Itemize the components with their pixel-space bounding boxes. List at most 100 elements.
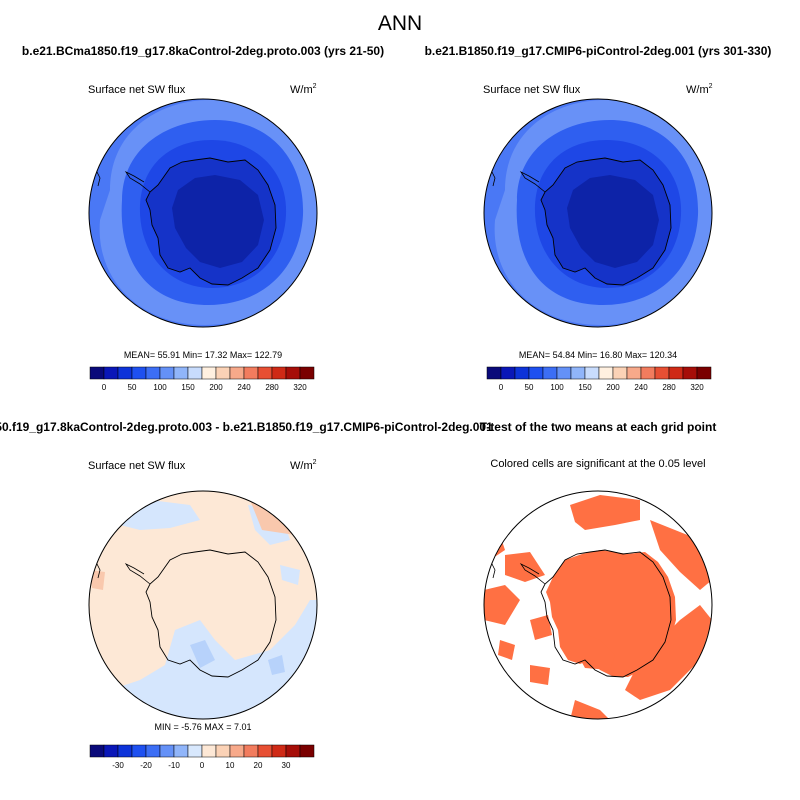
antarctica-coastline	[145, 549, 277, 678]
colorbar-tick-label: 50	[525, 383, 534, 392]
peninsula-outline	[519, 170, 546, 193]
colorbar-swatch	[542, 366, 558, 380]
colorbar-swatch	[299, 366, 315, 380]
colorbar-swatch	[654, 366, 670, 380]
colorbar-swatch	[257, 744, 273, 758]
colorbar-tick-label: 0	[200, 761, 205, 770]
colorbar-swatch	[187, 366, 203, 380]
colorbar-tick-label: 0	[499, 383, 504, 392]
significant-region	[530, 665, 550, 685]
colorbar-swatch	[103, 366, 119, 380]
antarctica-interior	[172, 175, 264, 268]
colorbar-swatch	[257, 366, 273, 380]
panel-subtitle: Surface net SW flux	[88, 84, 186, 96]
colorbar-tick-label: 100	[153, 383, 167, 392]
colorbar-tick-label: -10	[168, 761, 180, 770]
significant-cells	[484, 495, 712, 719]
significant-region	[498, 640, 515, 660]
units-exponent: 2	[709, 83, 713, 90]
colorbar: 0 50 100 150 200 240 280 320	[486, 366, 712, 392]
units-exponent: 2	[313, 459, 317, 466]
panel-title: T-test of the two means at each grid poi…	[480, 420, 717, 434]
colorbar-swatch	[626, 366, 642, 380]
panel-model-case: b.e21.BCma1850.f19_g17.8kaControl-2deg.p…	[22, 44, 384, 392]
colorbar-swatch	[201, 744, 217, 758]
significant-region	[484, 585, 520, 625]
panel-subtitle: Colored cells are significant at the 0.0…	[490, 458, 705, 470]
panel-control-case: b.e21.B1850.f19_g17.CMIP6-piControl-2deg…	[425, 44, 772, 392]
panel-difference: b.e21.BCma1850.f19_g17.8kaControl-2deg.p…	[0, 420, 493, 770]
positive-anomaly-region	[90, 570, 105, 590]
antarctica-coastline	[145, 157, 277, 286]
colorbar-swatch	[299, 744, 315, 758]
colorbar-tick-label: -20	[140, 761, 152, 770]
colorbar-tick-label: 280	[662, 383, 676, 392]
panel-title: b.e21.BCma1850.f19_g17.8kaControl-2deg.p…	[22, 44, 384, 58]
colorbar-tick-label: 200	[209, 383, 223, 392]
colorbar-swatch	[159, 744, 175, 758]
map-border	[88, 490, 318, 720]
colorbar-tick-label: 30	[282, 761, 291, 770]
units-base: W/m	[686, 84, 709, 96]
colorbar-swatch	[486, 366, 502, 380]
colorbar-swatch	[131, 744, 147, 758]
negative-anomaly-region	[280, 565, 300, 585]
colorbar-tick-label: 320	[293, 383, 307, 392]
colorbar-swatch	[89, 744, 105, 758]
colorbar-tick-label: 0	[102, 383, 107, 392]
panel-units: W/m2	[290, 83, 317, 96]
colorbar-swatch	[229, 366, 245, 380]
colorbar-swatch	[117, 744, 133, 758]
significant-region	[570, 700, 610, 719]
polar-map	[484, 491, 712, 719]
colorbar-swatch	[514, 366, 530, 380]
page-title: ANN	[378, 12, 422, 35]
colorbar-swatch	[145, 744, 161, 758]
units-exponent: 2	[313, 83, 317, 90]
colorbar-tick-label: 320	[690, 383, 704, 392]
panel-subtitle: Surface net SW flux	[88, 460, 186, 472]
significant-region	[505, 552, 545, 582]
peninsula-outline	[124, 170, 151, 193]
colorbar-tick-label: -30	[112, 761, 124, 770]
colorbar-swatch	[640, 366, 656, 380]
colorbar-tick-label: 240	[634, 383, 648, 392]
antarctica-coastline	[540, 549, 672, 678]
colorbar-tick-label: 240	[237, 383, 251, 392]
colorbar-swatch	[159, 366, 175, 380]
strong-negative-region	[190, 640, 215, 668]
colorbar-swatch	[271, 744, 287, 758]
colorbar-swatch	[668, 366, 684, 380]
colorbar-swatch	[215, 744, 231, 758]
significant-region	[570, 495, 640, 530]
units-base: W/m	[290, 460, 313, 472]
colorbar-swatch	[271, 366, 287, 380]
colorbar-swatch	[528, 366, 544, 380]
map-border	[88, 98, 318, 328]
colorbar-tick-label: 150	[578, 383, 592, 392]
significant-region	[625, 605, 712, 700]
strong-negative-region	[268, 655, 285, 675]
polar-map	[89, 491, 317, 719]
colorbar-swatch	[285, 366, 301, 380]
panel-subtitle: Surface net SW flux	[483, 84, 581, 96]
colorbar-swatch	[201, 366, 217, 380]
colorbar-tick-label: 100	[550, 383, 564, 392]
colorbar: 0 50 100 150 200 240 280 320	[89, 366, 315, 392]
colorbar-swatch	[173, 744, 189, 758]
antarctica-coastline	[540, 157, 672, 286]
significant-region	[530, 615, 552, 640]
colorbar-swatch	[243, 744, 259, 758]
colorbar-swatch	[682, 366, 698, 380]
peninsula-outline	[124, 562, 151, 585]
colorbar-swatch	[598, 366, 614, 380]
panel-title: b.e21.BCma1850.f19_g17.8kaControl-2deg.p…	[0, 420, 493, 434]
colorbar-tick-label: 200	[606, 383, 620, 392]
colorbar-tick-label: 50	[128, 383, 137, 392]
colorbar-tick-label: 20	[254, 761, 263, 770]
colorbar-swatch	[187, 744, 203, 758]
colorbar-swatch	[103, 744, 119, 758]
colorbar-tick-label: 10	[226, 761, 235, 770]
polar-map	[484, 99, 712, 327]
